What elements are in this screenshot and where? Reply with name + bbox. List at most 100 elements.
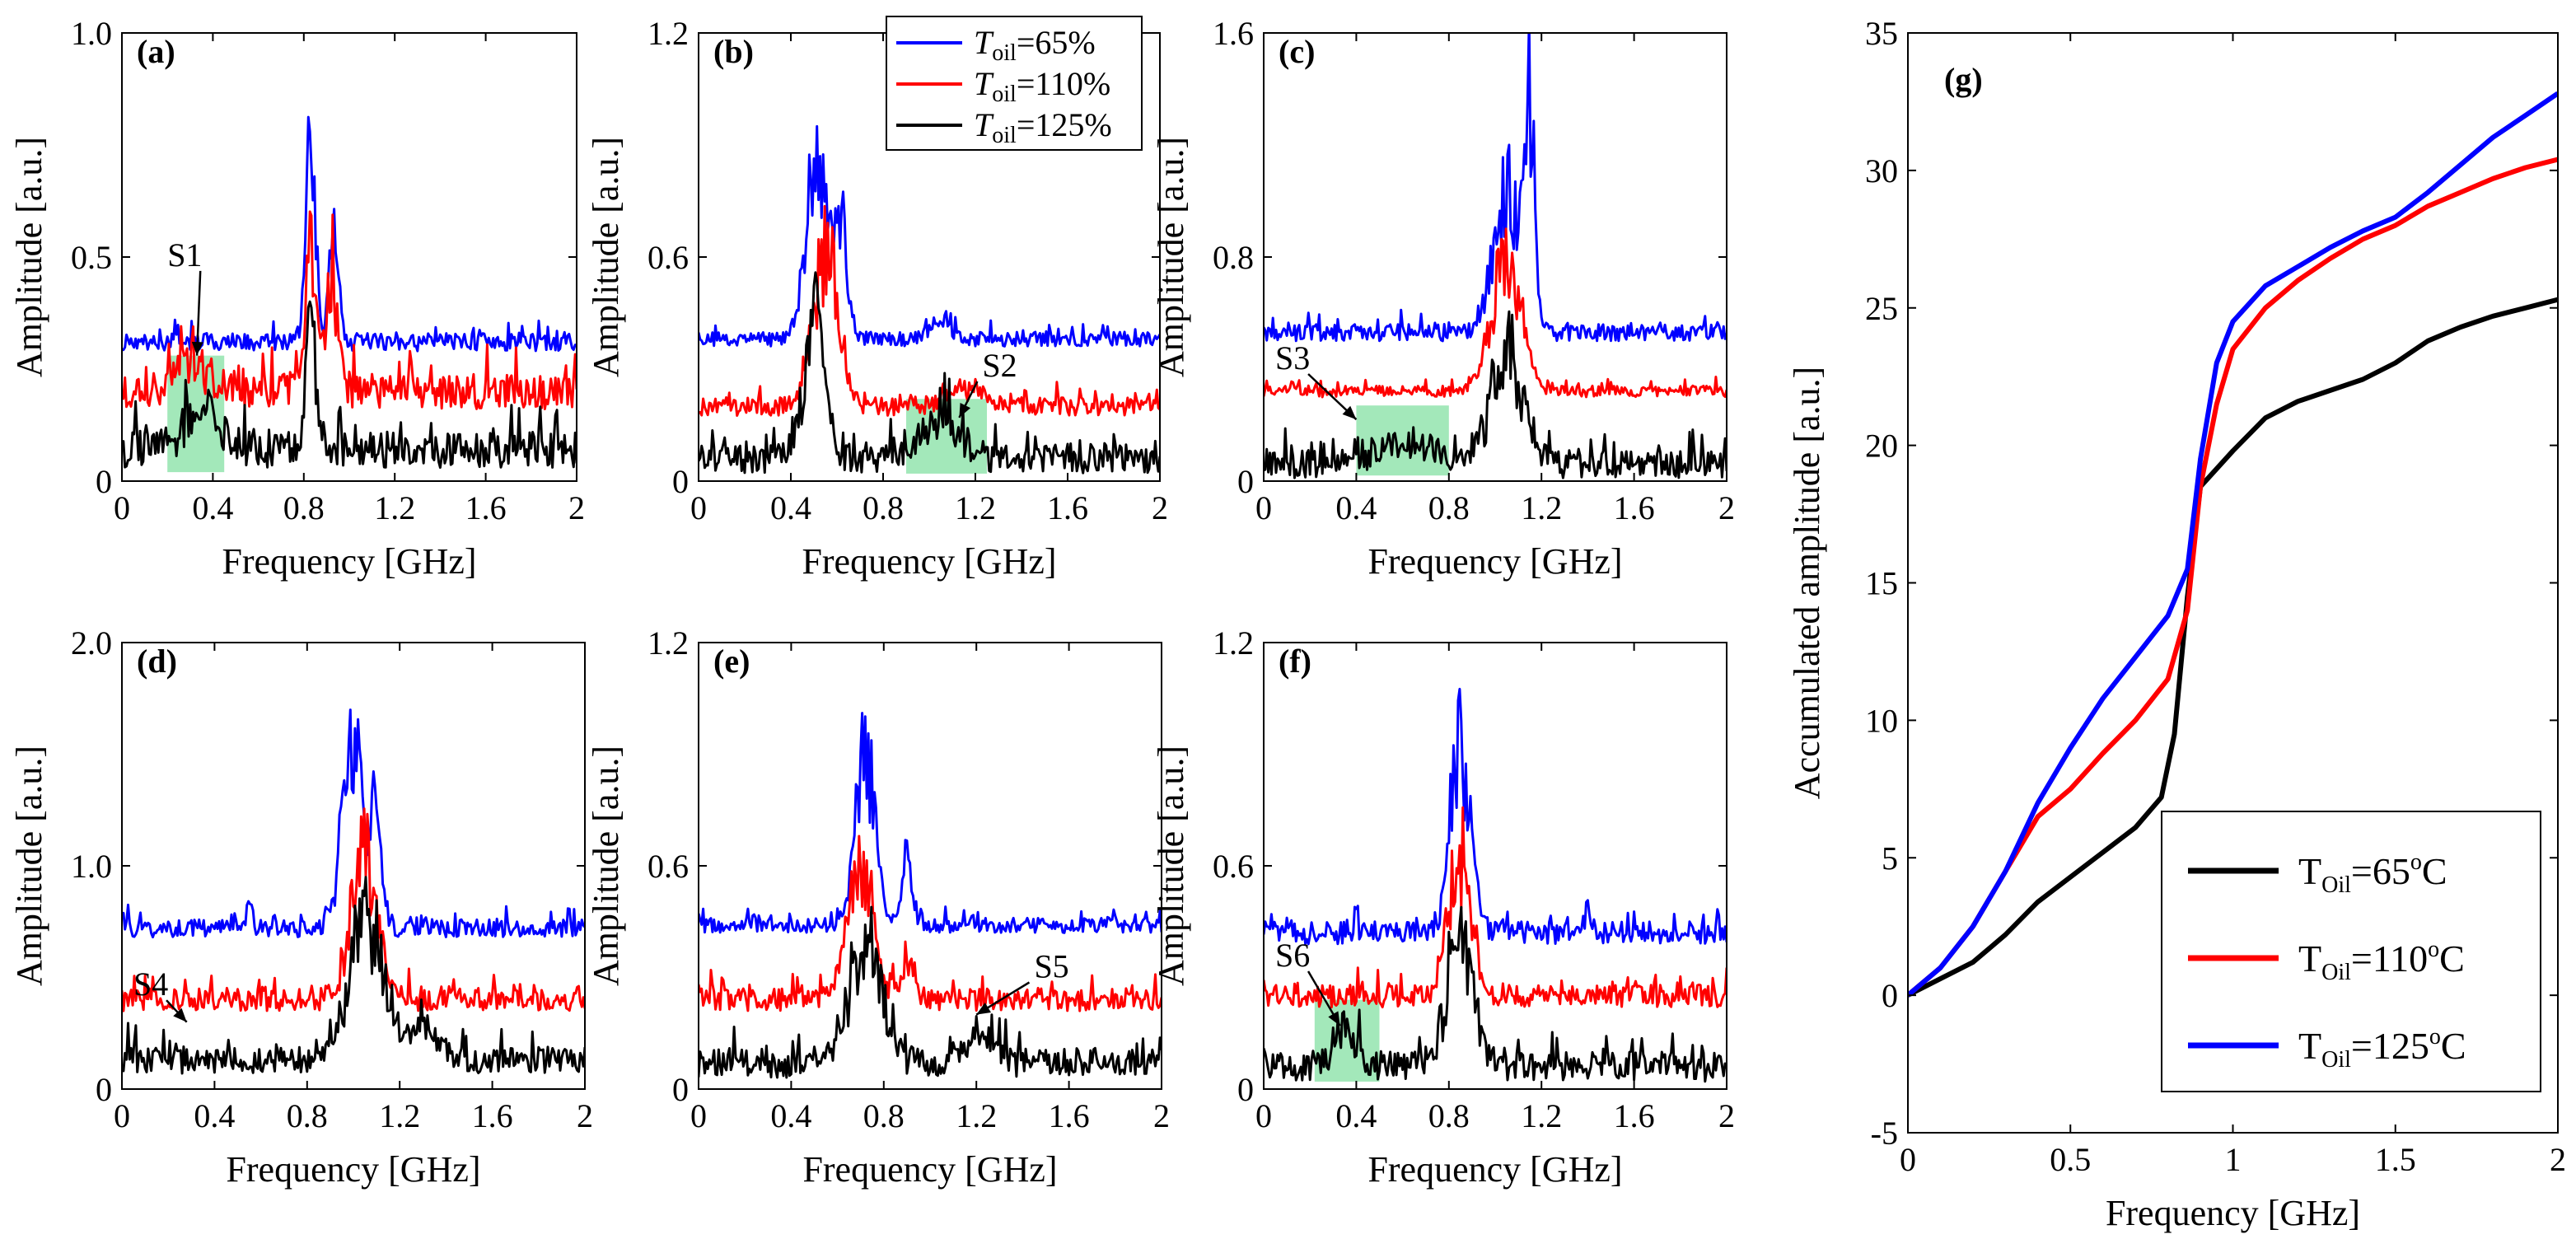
annotation-S6: S6 [1275,937,1310,974]
series-line-c-2 [1264,310,1727,479]
y-tick-label: 0 [672,1071,689,1108]
x-tick-label: 0.5 [2050,1141,2091,1178]
annotation-S1: S1 [167,236,202,274]
x-tick-label: 1.2 [379,1097,420,1134]
y-tick-label: 0 [1237,463,1254,500]
x-tick-label: 0.8 [287,1097,328,1134]
y-tick-label: 0 [672,463,689,500]
x-tick-label: 1.2 [1521,1097,1562,1134]
x-tick-label: 0.8 [1428,1097,1470,1134]
x-tick-label: 2 [577,1097,593,1134]
x-tick-label: 1.2 [374,489,415,526]
series-line-d-0 [122,708,585,939]
y-tick-label: 10 [1865,702,1898,739]
x-tick-label: 0.4 [770,1097,811,1134]
subplot-a: 0 0.4 0.8 1.2 1.6 2 0 0.5 1.0 Frequency [GHz] Ampl… [9,15,585,582]
x-axis-label: Frequency [GHz] [802,541,1056,582]
panel-label-d: (d) [137,643,177,680]
annotation-arrow-line [195,270,202,356]
series-line-b-1 [699,204,1160,417]
x-tick-label: 2 [568,489,585,526]
series-line-b-0 [699,124,1160,348]
annotation-S3: S3 [1275,339,1310,376]
x-axis-label: Frequency [GHz] [222,541,476,582]
y-tick-label: 1.2 [1213,624,1254,662]
panel-label-g: (g) [1944,61,1983,98]
annotation-S5: S5 [1034,948,1068,985]
x-tick-label: 0 [1255,489,1272,526]
axes-frame-e [698,642,1162,1090]
legend-entry-g: TOil=65oC [2298,849,2447,898]
legend-entry-g: TOil=110oC [2298,937,2465,985]
annotation-arrowhead [959,402,971,418]
x-tick-label: 2 [2550,1141,2566,1178]
x-axis-label: Frequency [GHz] [1367,541,1622,582]
y-tick-label: 2.0 [71,624,112,662]
legend-entry-g: TOil=125oC [2298,1024,2466,1073]
axes-frame-d [121,642,586,1090]
x-tick-label: 1.2 [955,489,996,526]
series-line-a-1 [122,210,577,410]
x-tick-label: 2 [1153,1097,1170,1134]
x-tick-label: 0 [1255,1097,1272,1134]
x-tick-label: 1.5 [2375,1141,2416,1178]
series-line-g-1 [1908,157,2558,998]
x-tick-label: 0.4 [770,489,811,526]
subplot-d: 0 0.4 0.8 1.2 1.6 2 0 1.0 2.0 Frequency [GHz] Ampl… [9,624,593,1190]
subplot-c: 0 0.4 0.8 1.2 1.6 2 0 0.8 1.6 Frequency [GHz] Ampl… [1151,15,1735,582]
series-line-e-2 [699,905,1162,1079]
x-tick-label: 0.8 [863,489,904,526]
y-tick-label: 0 [96,463,112,500]
x-tick-label: 0.8 [283,489,325,526]
annotation-S4: S4 [133,965,168,1003]
series-line-a-2 [122,300,577,470]
x-tick-label: 1.2 [956,1097,997,1134]
panel-label-e: (e) [713,643,750,680]
series-line-e-1 [699,835,1162,1012]
y-tick-label: 0.6 [648,848,689,885]
y-tick-label: 0.6 [648,239,689,276]
series-line-d-2 [122,876,585,1075]
y-tick-label: 25 [1865,290,1898,327]
series-line-a-0 [122,115,577,353]
panel-label-b: (b) [713,33,754,70]
y-axis-label: Amplitude [a.u.] [9,746,49,986]
annotation-arrowhead [173,1008,187,1022]
y-tick-label: 0.5 [71,239,112,276]
y-tick-label: 5 [1882,839,1898,877]
axes-frame-c [1263,32,1727,482]
y-tick-label: 0 [96,1071,112,1108]
y-tick-label: 0 [1237,1071,1254,1108]
y-tick-label: 1.6 [1213,15,1254,52]
x-tick-label: 1.6 [1047,489,1088,526]
annotation-arrowhead [191,341,203,356]
y-tick-label: -5 [1871,1115,1898,1152]
panel-label-f: (f) [1279,643,1311,680]
x-tick-label: 0.8 [863,1097,905,1134]
x-axis-label: Frequency [GHz] [226,1149,480,1190]
y-tick-label: 30 [1865,152,1898,189]
series-line-e-0 [699,712,1162,934]
y-axis-label: Amplitude [a.u.] [586,137,626,377]
legend-entry-small: Toil=65% [974,24,1096,66]
subplot-f: 0 0.4 0.8 1.2 1.6 2 0 0.6 1.2 Frequency [GHz] Ampl… [1151,624,1735,1190]
panel-label-c: (c) [1279,33,1315,70]
x-tick-label: 1.6 [1614,489,1655,526]
x-tick-label: 0.4 [192,489,233,526]
annotation-arrowhead [1342,405,1357,420]
series-line-g-2 [1908,91,2558,998]
x-axis-label: Frequency [GHz] [802,1149,1057,1190]
series-line-c-0 [1264,33,1727,343]
series-line-f-1 [1264,806,1727,1009]
x-tick-label: 1.6 [1614,1097,1655,1134]
series-line-f-2 [1264,905,1727,1083]
y-axis-label: Amplitude [a.u.] [1151,137,1191,377]
x-tick-label: 0 [690,1097,707,1134]
x-tick-label: 1 [2225,1141,2242,1178]
x-tick-label: 0 [114,489,130,526]
y-axis-label: Amplitude [a.u.] [586,746,626,986]
x-tick-label: 1.6 [472,1097,513,1134]
x-tick-label: 0.4 [1335,489,1377,526]
